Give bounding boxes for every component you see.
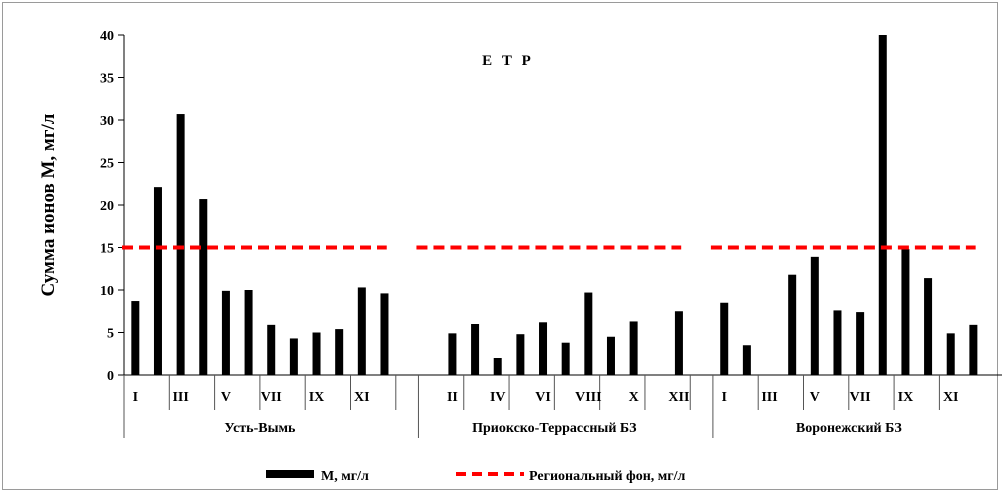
- bar: [357, 287, 366, 375]
- x-tick-label: XII: [668, 390, 689, 405]
- bar: [289, 338, 298, 375]
- x-tick-label: IV: [490, 390, 506, 405]
- bar: [561, 342, 570, 375]
- bar: [878, 35, 887, 375]
- bar: [856, 312, 865, 375]
- legend-line-label: Региональный фон, мг/л: [529, 469, 686, 484]
- bar: [493, 358, 502, 375]
- bar: [471, 324, 480, 375]
- legend-bar-label: М, мг/л: [321, 469, 369, 484]
- y-axis-label: Сумма ионов М, мг/л: [38, 113, 59, 296]
- y-tick-label: 30: [100, 114, 114, 129]
- bar: [810, 256, 819, 375]
- x-tick-label: IX: [309, 390, 325, 405]
- y-tick-label: 25: [100, 157, 114, 172]
- y-tick-label: 10: [100, 284, 114, 299]
- x-tick-label: XI: [354, 390, 370, 405]
- legend-bar-swatch: [266, 470, 314, 478]
- legend: М, мг/л Региональный фон, мг/л: [266, 469, 686, 484]
- x-tick-label: III: [761, 390, 777, 405]
- bar: [969, 324, 978, 375]
- x-tick-label: VI: [535, 390, 551, 405]
- bar: [221, 290, 230, 375]
- y-tick-label: 20: [100, 199, 114, 214]
- bar: [244, 290, 253, 375]
- x-tick-label: XI: [943, 390, 959, 405]
- bar: [584, 292, 593, 375]
- x-tick-label: VII: [261, 390, 282, 405]
- bar: [924, 278, 933, 375]
- bar: [539, 322, 548, 375]
- y-tick-label: 15: [100, 242, 114, 257]
- bar: [267, 324, 276, 375]
- y-tick-label: 5: [107, 327, 114, 342]
- bar: [742, 345, 751, 375]
- group-label: Приокско-Террассный БЗ: [472, 421, 636, 436]
- x-tick-label: VII: [850, 390, 871, 405]
- x-tick-label: V: [810, 390, 820, 405]
- x-tick-label: IX: [898, 390, 914, 405]
- x-tick-label: X: [629, 390, 639, 405]
- bar: [833, 310, 842, 375]
- bar: [131, 301, 140, 375]
- x-tick-label: II: [447, 390, 458, 405]
- x-tick-label: I: [133, 390, 138, 405]
- bar: [176, 114, 185, 376]
- bar: [516, 334, 525, 375]
- bar: [312, 332, 321, 375]
- group-label: Усть-Вымь: [224, 421, 296, 436]
- bar: [720, 302, 729, 375]
- bar: [335, 329, 344, 375]
- chart-title: Е Т Р: [482, 53, 534, 69]
- x-tick-label: VIII: [575, 390, 601, 405]
- group-label: Воронежский БЗ: [796, 421, 902, 436]
- x-tick-label: III: [172, 390, 188, 405]
- y-tick-label: 0: [107, 369, 114, 384]
- bar: [199, 199, 208, 375]
- bar: [380, 293, 389, 375]
- y-axis: 0 5 10 15 20 25 30 35 40: [100, 29, 125, 384]
- x-tick-label: I: [721, 390, 726, 405]
- bar: [901, 249, 910, 375]
- bar: [788, 274, 797, 375]
- bar: [448, 333, 457, 375]
- bars: [131, 35, 978, 376]
- y-tick-label: 40: [100, 29, 114, 44]
- bar: [629, 321, 638, 375]
- y-tick-label: 35: [100, 72, 114, 87]
- bar: [153, 187, 162, 375]
- bar: [674, 311, 683, 375]
- bar: [946, 333, 955, 375]
- x-tick-label: V: [221, 390, 231, 405]
- bar: [606, 336, 615, 375]
